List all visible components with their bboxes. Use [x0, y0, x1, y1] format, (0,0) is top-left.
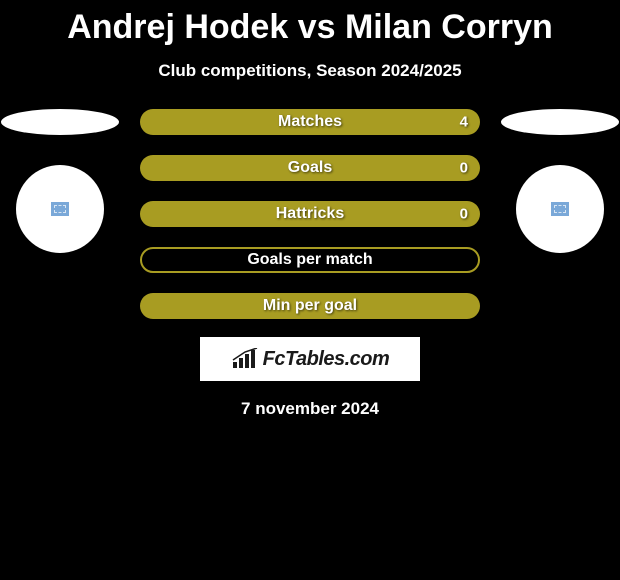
stat-label: Goals per match — [247, 251, 372, 269]
stat-label: Min per goal — [263, 297, 357, 315]
stat-value: 4 — [460, 114, 468, 131]
player-left-avatar — [16, 165, 104, 253]
stat-row-matches: Matches 4 — [140, 109, 480, 135]
stat-label: Hattricks — [276, 205, 344, 223]
page-subtitle: Club competitions, Season 2024/2025 — [0, 61, 620, 81]
stat-label: Matches — [278, 113, 342, 131]
player-right — [500, 109, 620, 253]
branding-box: FcTables.com — [200, 337, 420, 381]
stat-value: 0 — [460, 206, 468, 223]
player-left-name-ellipse — [1, 109, 119, 135]
chart-icon — [231, 348, 259, 370]
footer-date: 7 november 2024 — [0, 399, 620, 419]
comparison-panel: Matches 4 Goals 0 Hattricks 0 Goals per … — [0, 109, 620, 419]
page-title: Andrej Hodek vs Milan Corryn — [0, 0, 620, 47]
branding-text: FcTables.com — [263, 348, 390, 371]
stat-bars: Matches 4 Goals 0 Hattricks 0 Goals per … — [140, 109, 480, 319]
player-left — [0, 109, 120, 253]
stat-label: Goals — [288, 159, 332, 177]
stat-row-min-per-goal: Min per goal — [140, 293, 480, 319]
player-right-name-ellipse — [501, 109, 619, 135]
stat-row-goals: Goals 0 — [140, 155, 480, 181]
placeholder-image-icon — [551, 202, 569, 216]
stat-value: 0 — [460, 160, 468, 177]
player-right-avatar — [516, 165, 604, 253]
stat-row-hattricks: Hattricks 0 — [140, 201, 480, 227]
stat-row-goals-per-match: Goals per match — [140, 247, 480, 273]
placeholder-image-icon — [51, 202, 69, 216]
